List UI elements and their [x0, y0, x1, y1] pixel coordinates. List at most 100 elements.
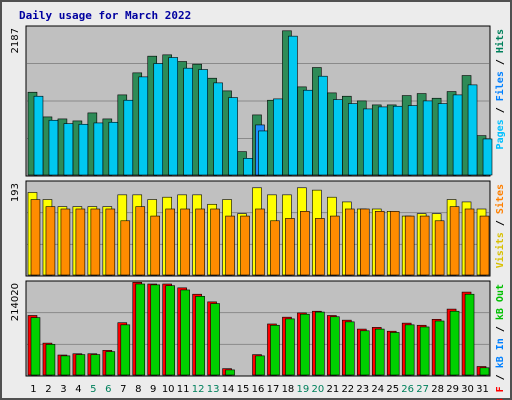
bar-kb-out-day-20: [315, 311, 325, 376]
bar-pages-day-19: [303, 89, 313, 176]
bar-kb-out-day-11: [180, 289, 190, 376]
axis-label-kb-out: kB Out: [495, 284, 506, 320]
bar-pages-day-29: [452, 94, 463, 176]
bar-kb-out-day-6: [105, 351, 116, 376]
bar-sites-day-27: [419, 215, 430, 276]
bar-sites-day-5: [90, 208, 101, 276]
x-tick-label-day-25: 25: [386, 384, 399, 395]
bar-pages-day-24: [377, 106, 388, 176]
bar-sites-day-29: [449, 206, 460, 276]
axis-label-separator: /: [495, 53, 506, 71]
axis-label-visits: Visits: [494, 232, 506, 268]
bar-pages-day-30: [467, 84, 478, 176]
max-label-pages-files-hits: 2187: [10, 28, 21, 53]
bar-pages-day-10: [168, 57, 178, 176]
bar-sites-day-3: [60, 208, 71, 276]
x-tick-label-day-30: 30: [461, 384, 474, 395]
bar-kb-out-day-14: [225, 369, 235, 376]
axis-label-kb-in-out-f: kB F / kB In / kB Out: [495, 284, 506, 400]
bar-sites-day-16: [255, 208, 265, 276]
x-tick-label-day-15: 15: [237, 384, 250, 395]
bar-sites-day-28: [434, 220, 445, 276]
bar-kb-out-day-21: [330, 316, 340, 376]
bar-sites-day-17: [270, 220, 280, 276]
x-tick-label-day-31: 31: [476, 384, 489, 395]
bar-sites-day-26: [404, 215, 415, 276]
bar-sites-day-11: [180, 208, 190, 276]
bar-pages-day-9: [153, 63, 164, 176]
axis-label-kb-in: kB In: [495, 338, 506, 368]
x-tick-label-day-18: 18: [282, 384, 295, 395]
bar-pages-day-18: [288, 35, 298, 176]
bar-sites-day-13: [210, 208, 220, 276]
axis-label-separator: /: [495, 101, 506, 119]
chart-title: Daily usage for March 2022: [19, 9, 191, 22]
bar-pages-day-4: [78, 123, 89, 176]
x-tick-label-day-28: 28: [431, 384, 444, 395]
max-label-kb-in-out-f: 214020: [10, 283, 21, 321]
bar-kb-out-day-25: [389, 332, 400, 376]
bar-pages-day-26: [407, 105, 418, 176]
x-tick-label-day-13: 13: [207, 384, 220, 395]
x-tick-label-day-21: 21: [326, 384, 339, 395]
bar-sites-day-1: [30, 199, 41, 276]
axis-label-separator: /: [495, 214, 506, 232]
bar-sites-day-25: [389, 211, 400, 276]
bar-kb-out-day-8: [135, 283, 146, 376]
bar-kb-out-day-22: [345, 321, 355, 376]
bar-pages-day-23: [362, 108, 373, 176]
axis-label-sites: Sites: [494, 184, 506, 214]
bar-pages-day-28: [437, 103, 448, 176]
x-tick-label-day-22: 22: [341, 384, 354, 395]
bar-sites-day-21: [330, 215, 340, 276]
bar-pages-day-21: [333, 99, 343, 176]
x-tick-label-day-19: 19: [297, 384, 310, 395]
axis-label-kb-f: kB F: [495, 386, 506, 400]
bar-kb-out-day-16: [255, 355, 265, 376]
bar-kb-out-day-12: [195, 296, 205, 376]
bar-sites-day-10: [165, 208, 175, 276]
axis-label-separator: /: [495, 368, 506, 386]
bar-sites-day-23: [359, 208, 370, 276]
x-tick-label-day-27: 27: [416, 384, 429, 395]
bar-kb-out-day-2: [45, 344, 56, 376]
bar-sites-day-7: [120, 220, 131, 276]
x-tick-label-day-3: 3: [60, 384, 66, 395]
bar-kb-out-day-10: [165, 285, 175, 376]
x-tick-label-day-4: 4: [75, 384, 81, 395]
bar-kb-out-day-30: [464, 293, 475, 376]
bar-kb-out-day-31: [479, 367, 490, 376]
x-tick-label-day-1: 1: [30, 384, 36, 395]
bar-sites-day-14: [225, 215, 235, 276]
x-tick-label-day-9: 9: [150, 384, 156, 395]
bar-kb-out-day-3: [60, 355, 71, 376]
max-label-visits-sites: 193: [10, 183, 21, 202]
axis-label-pages-files-hits: Pages / Files / Hits: [494, 29, 506, 149]
bar-pages-day-2: [48, 119, 59, 176]
bar-sites-day-22: [345, 208, 355, 276]
x-tick-label-day-23: 23: [356, 384, 369, 395]
bar-sites-day-18: [285, 218, 295, 276]
bar-kb-out-day-17: [270, 324, 280, 376]
bar-pages-day-14: [228, 97, 238, 176]
bar-sites-day-9: [150, 215, 161, 276]
bar-pages-day-15: [243, 158, 253, 176]
bar-sites-day-31: [479, 215, 490, 276]
x-tick-label-day-17: 17: [267, 384, 280, 395]
bar-pages-day-16: [258, 130, 268, 176]
bar-kb-out-day-9: [150, 284, 161, 376]
x-tick-label-day-14: 14: [222, 384, 235, 395]
bar-pages-day-7: [123, 99, 134, 176]
bar-pages-day-3: [63, 123, 74, 176]
x-tick-label-day-12: 12: [192, 384, 205, 395]
bar-pages-day-13: [213, 82, 223, 176]
bar-sites-day-2: [45, 206, 56, 276]
bar-sites-day-20: [315, 218, 325, 276]
bar-kb-out-day-26: [404, 324, 415, 376]
x-tick-label-day-24: 24: [371, 384, 384, 395]
bar-pages-day-1: [33, 95, 44, 176]
bar-pages-day-22: [348, 103, 358, 176]
bar-pages-day-31: [482, 138, 493, 176]
x-tick-label-day-26: 26: [401, 384, 414, 395]
